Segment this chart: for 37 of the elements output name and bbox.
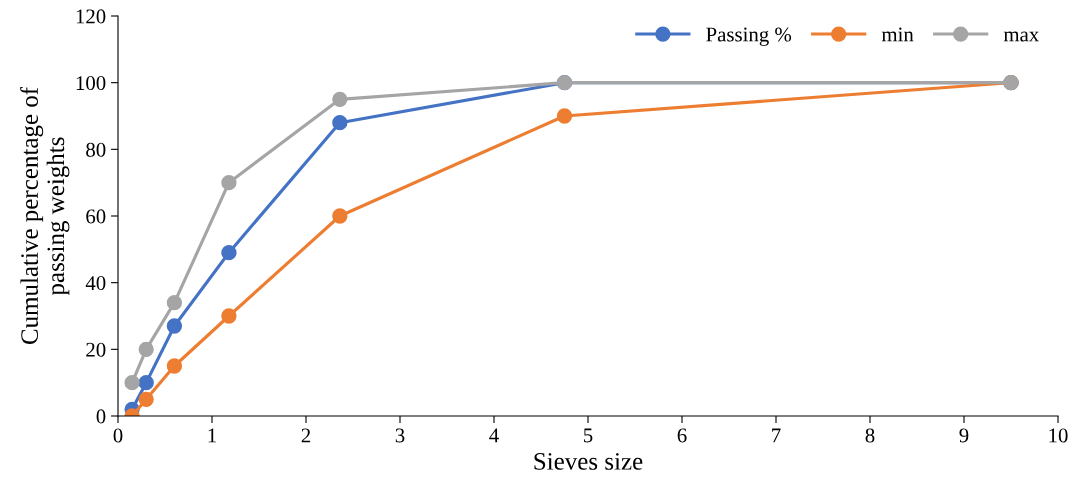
x-tick-label: 3 <box>395 428 405 443</box>
x-axis-title: Sieves size <box>534 453 643 470</box>
point <box>138 341 154 357</box>
point <box>138 375 154 391</box>
y-axis-title: Cumulative percentage of passing weights <box>20 86 70 345</box>
x-tick-label: 6 <box>677 428 687 443</box>
point <box>332 91 348 107</box>
x-tick-label: 7 <box>772 428 781 443</box>
y-tick-label: 60 <box>86 209 106 224</box>
point <box>166 358 183 374</box>
point <box>556 108 573 124</box>
y-tick-label: 120 <box>76 9 106 24</box>
point <box>166 318 183 334</box>
x-tick-label: 2 <box>301 428 311 443</box>
point <box>138 391 154 407</box>
y-tick-label: 0 <box>96 409 106 424</box>
point <box>332 115 348 131</box>
point <box>124 375 140 391</box>
point <box>221 245 237 261</box>
legend-label: Passing % <box>706 27 792 46</box>
y-tick-label: 100 <box>76 76 106 91</box>
point <box>166 295 183 311</box>
x-tick-label: 8 <box>865 428 875 443</box>
x-tick-label: 10 <box>1049 428 1068 443</box>
legend-label: max <box>1003 31 1039 42</box>
x-tick-label: 5 <box>584 428 593 443</box>
y-tick-label: 20 <box>86 342 106 357</box>
legend-label: min <box>881 27 914 42</box>
point <box>221 175 237 191</box>
point <box>332 208 348 224</box>
y-tick-label: 80 <box>86 142 106 157</box>
point <box>221 308 237 324</box>
x-tick-label: 0 <box>113 428 123 443</box>
x-tick-label: 9 <box>959 428 969 443</box>
y-tick-label: 40 <box>85 276 106 291</box>
x-tick-label: 1 <box>208 428 216 443</box>
x-tick-label: 4 <box>489 428 499 443</box>
